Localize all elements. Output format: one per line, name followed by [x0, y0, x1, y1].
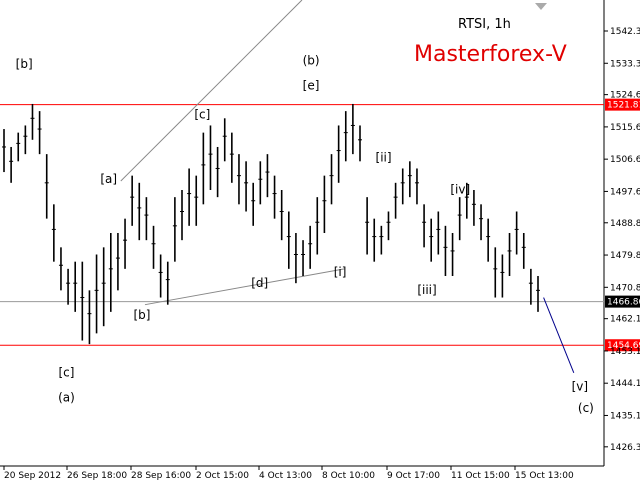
x-tick-label: 20 Sep 2012	[4, 471, 61, 480]
level-price-tag	[605, 339, 640, 352]
wave-label: [c]	[58, 365, 74, 379]
wave-label: (b)	[303, 54, 320, 68]
horizontal-levels: 1521.81 1454.69 1466.86	[0, 98, 640, 352]
wave-label: (c)	[578, 401, 594, 415]
wave-label: (a)	[58, 390, 75, 404]
y-tick-label: 1533.35	[610, 59, 640, 69]
y-tick-label: 1515.60	[610, 123, 640, 133]
y-tick-label: 1435.10	[610, 411, 640, 421]
wave-label: [ii]	[376, 150, 392, 164]
scroll-arrow-icon[interactable]	[535, 3, 547, 10]
level-price-tag	[605, 295, 640, 308]
chart-title: RTSI, 1h	[458, 17, 511, 32]
price-axis: 1426.35 1435.10 1444.10 1453.10 1462.10 1470.…	[604, 27, 640, 453]
wave-label: [iii]	[417, 283, 436, 297]
y-tick-label: 1497.60	[610, 187, 640, 197]
x-tick-label: 4 Oct 13:00	[259, 471, 312, 480]
trend-lines	[120, 0, 575, 373]
trend-line	[144, 268, 345, 306]
trend-line	[543, 297, 575, 373]
y-tick-label: 1479.85	[610, 251, 640, 261]
wave-label: [b]	[16, 57, 33, 71]
y-tick-label: 1488.85	[610, 219, 640, 229]
y-tick-label: 1470.85	[610, 283, 640, 293]
price-bars	[2, 103, 540, 345]
trend-line	[120, 0, 303, 182]
time-axis: 20 Sep 2012 26 Sep 18:00 28 Sep 16:00 2 Oct…	[3, 466, 574, 480]
level-price-tag	[605, 98, 640, 111]
x-tick-label: 8 Oct 10:00	[322, 471, 375, 480]
wave-label: [i]	[334, 265, 347, 279]
wave-label: [b]	[133, 308, 150, 322]
x-tick-label: 9 Oct 17:00	[387, 471, 440, 480]
wave-label: [c]	[194, 107, 210, 121]
y-tick-label: 1542.35	[610, 27, 640, 37]
watermark-text: Masterforex-V	[414, 42, 567, 67]
y-tick-label: 1506.60	[610, 155, 640, 165]
x-tick-label: 15 Oct 13:00	[515, 471, 574, 480]
wave-label: [iv]	[450, 183, 470, 197]
x-tick-label: 26 Sep 18:00	[67, 471, 127, 480]
wave-labels: [b] [c] (a) [a] [b] [c] [d] (b) [e] [i] [ii] [iii] […	[16, 54, 594, 416]
y-tick-label: 1462.10	[610, 315, 640, 325]
x-tick-label: 11 Oct 15:00	[451, 471, 510, 480]
level-price-label: 1521.81	[607, 101, 640, 111]
y-tick-label: 1426.35	[610, 443, 640, 453]
axis-frame	[0, 0, 605, 467]
level-price-label: 1454.69	[607, 341, 640, 351]
y-tick-label: 1524.60	[610, 91, 640, 101]
wave-label: [v]	[572, 380, 588, 394]
wave-label: [d]	[251, 276, 268, 290]
x-tick-label: 2 Oct 15:00	[196, 471, 249, 480]
y-tick-label: 1453.10	[610, 347, 640, 357]
wave-label: [a]	[100, 172, 117, 186]
y-tick-label: 1444.10	[610, 379, 640, 389]
wave-label: [e]	[303, 79, 320, 93]
x-tick-label: 28 Sep 16:00	[131, 471, 191, 480]
level-price-label: 1466.86	[607, 298, 640, 308]
